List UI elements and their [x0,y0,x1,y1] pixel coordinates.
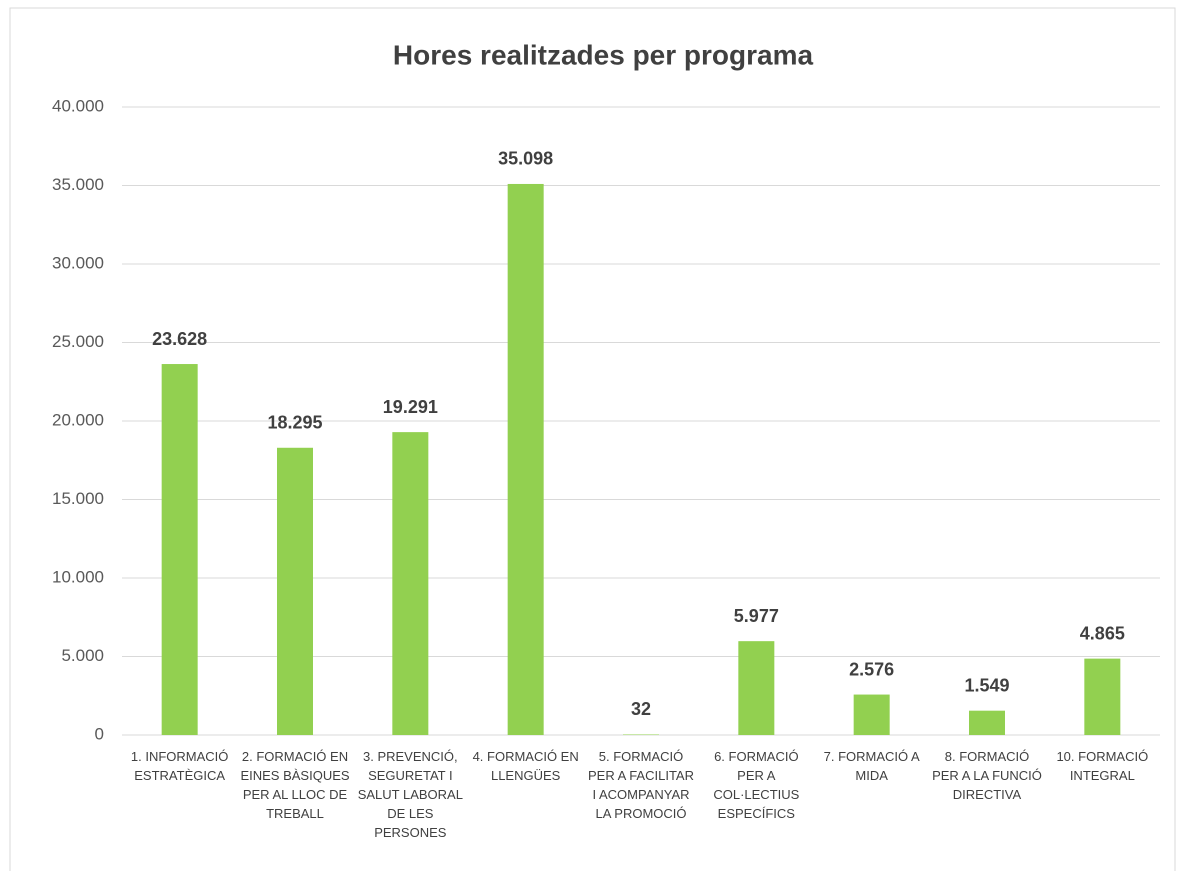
bar [277,447,313,735]
chart-frame [9,7,1176,871]
value-label: 1.549 [964,675,1009,695]
bar [969,710,1005,735]
bar [1084,658,1121,735]
y-tick-label: 40.000 [52,96,104,115]
y-tick-label: 30.000 [52,253,104,272]
bar [507,183,544,735]
y-tick-label: 15.000 [52,489,104,508]
chart-title: Hores realitzades per programa [393,39,814,70]
bar [392,432,429,735]
y-tick-label: 10.000 [52,567,104,586]
value-label: 18.295 [267,413,322,433]
value-label: 35.098 [498,149,553,169]
bar [853,694,890,735]
value-label: 2.576 [849,659,894,679]
x-tick-label: 6. FORMACIÓ PER A COL·LECTIUS ESPECÍFICS [713,749,800,821]
x-tick-label: 1. INFORMACIÓ ESTRATÈGICA [130,749,229,783]
bar [161,364,198,735]
value-label: 19.291 [383,397,438,417]
value-label: 32 [631,699,651,719]
y-tick-label: 25.000 [52,332,104,351]
value-label: 23.628 [152,329,207,349]
x-tick-label: 8. FORMACIÓ PER A LA FUNCIÓ DIRECTIVA [932,749,1042,802]
x-tick-label: 2. FORMACIÓ EN EINES BÀSIQUES PER AL LLO… [240,749,350,821]
value-label: 4.865 [1080,623,1125,643]
x-tick-label: 3. PREVENCIÓ, SEGURETAT I SALUT LABORAL … [357,749,463,840]
x-tick-label: 10. FORMACIÓ INTEGRAL [1056,749,1149,783]
y-tick-label: 0 [95,724,104,743]
bar [623,734,659,735]
x-tick-label: 7. FORMACIÓ A MIDA [823,749,920,783]
x-tick-label: 4. FORMACIÓ EN LLENGÜES [472,749,579,783]
y-tick-label: 5.000 [61,646,104,665]
value-label: 5.977 [734,606,779,626]
bar [738,641,775,735]
y-tick-label: 20.000 [52,410,104,429]
y-tick-label: 35.000 [52,175,104,194]
x-tick-label: 5. FORMACIÓ PER A FACILITAR I ACOMPANYAR… [588,749,694,821]
